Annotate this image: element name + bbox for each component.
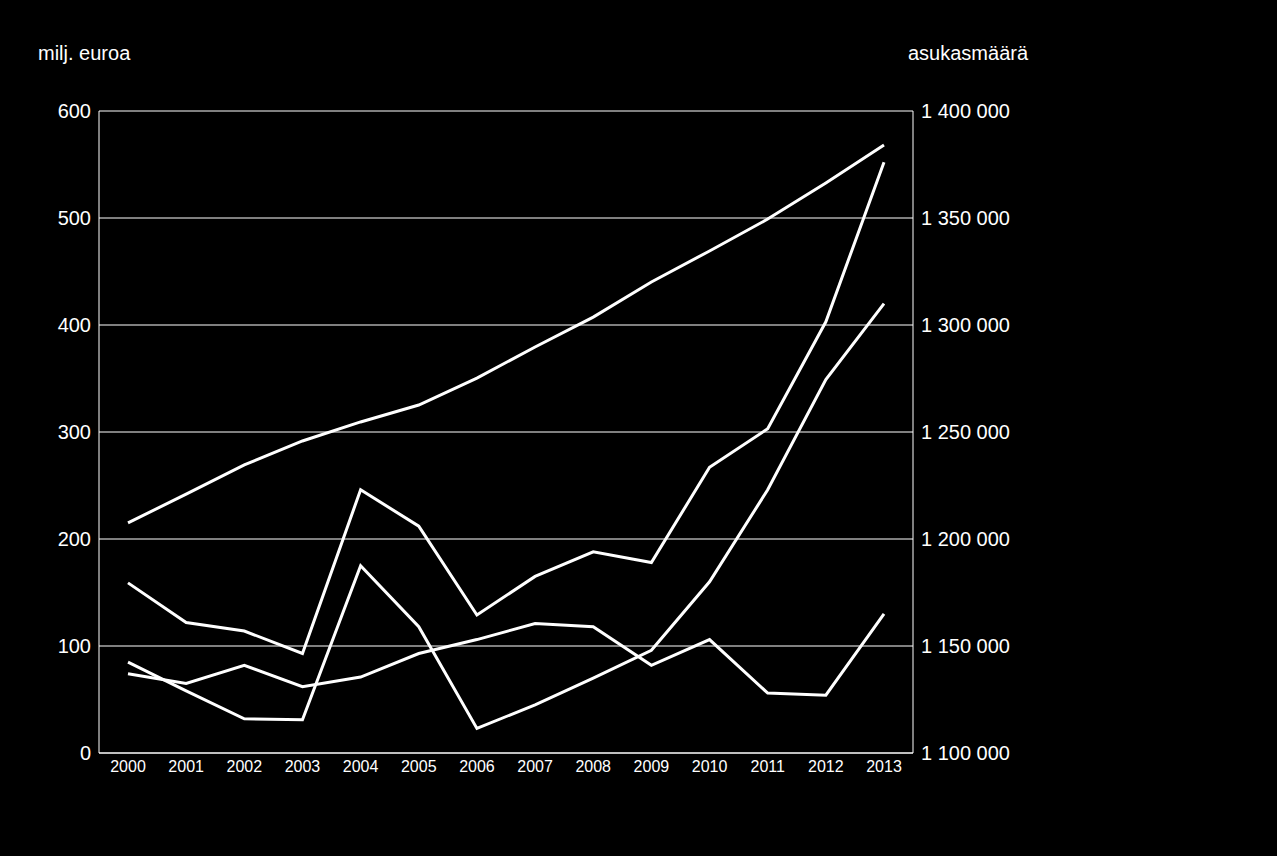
svg-text:2004: 2004 xyxy=(343,758,379,775)
svg-text:2002: 2002 xyxy=(227,758,263,775)
svg-text:2008: 2008 xyxy=(575,758,611,775)
svg-text:1 250 000: 1 250 000 xyxy=(921,421,1010,443)
svg-text:200: 200 xyxy=(58,528,91,550)
svg-text:2003: 2003 xyxy=(285,758,321,775)
svg-text:2010: 2010 xyxy=(692,758,728,775)
svg-text:1 350 000: 1 350 000 xyxy=(921,207,1010,229)
svg-text:2009: 2009 xyxy=(634,758,670,775)
svg-text:1 200 000: 1 200 000 xyxy=(921,528,1010,550)
svg-text:2011: 2011 xyxy=(750,758,785,775)
svg-text:600: 600 xyxy=(58,100,91,122)
svg-text:500: 500 xyxy=(58,207,91,229)
svg-text:2006: 2006 xyxy=(459,758,495,775)
svg-text:100: 100 xyxy=(58,635,91,657)
svg-text:2012: 2012 xyxy=(808,758,844,775)
svg-text:2013: 2013 xyxy=(866,758,902,775)
svg-text:1 400 000: 1 400 000 xyxy=(921,100,1010,122)
svg-text:2005: 2005 xyxy=(401,758,437,775)
svg-text:2000: 2000 xyxy=(110,758,146,775)
svg-text:0: 0 xyxy=(80,742,91,764)
svg-text:1 300 000: 1 300 000 xyxy=(921,314,1010,336)
svg-text:1 150 000: 1 150 000 xyxy=(921,635,1010,657)
svg-text:2001: 2001 xyxy=(168,758,204,775)
svg-text:400: 400 xyxy=(58,314,91,336)
html-text:asukasmäärä: asukasmäärä xyxy=(908,42,1029,64)
svg-text:2007: 2007 xyxy=(517,758,553,775)
html-text:milj. euroa: milj. euroa xyxy=(38,42,131,64)
svg-text:1 100 000: 1 100 000 xyxy=(921,742,1010,764)
svg-text:300: 300 xyxy=(58,421,91,443)
